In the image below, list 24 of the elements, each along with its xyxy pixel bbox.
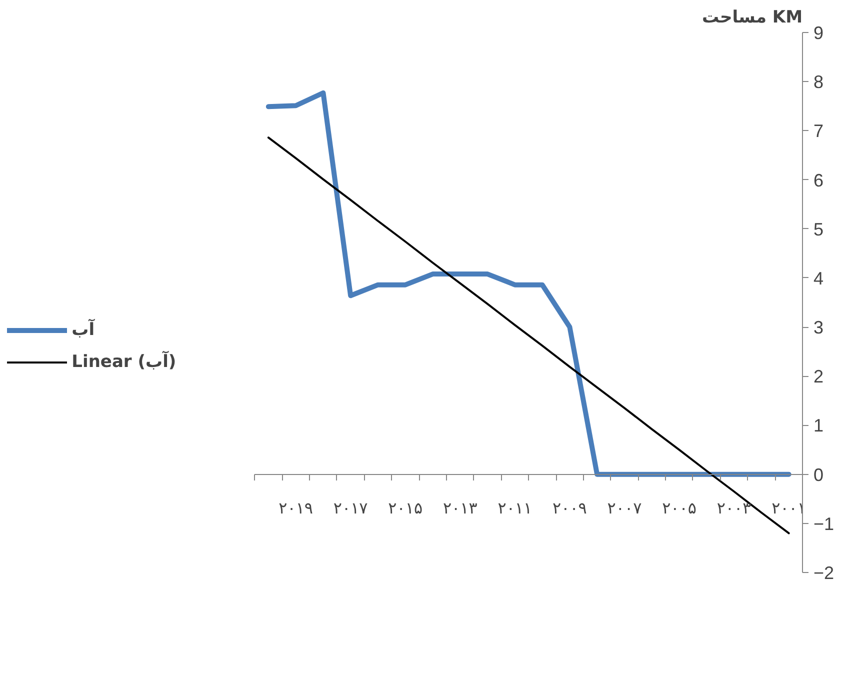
x-tick-label: ۲۰۱۳ [442,498,478,518]
x-tick-label: ۲۰۱۱ [498,498,532,518]
y-tick-label: 5 [814,219,824,240]
x-tick-label: ۲۰۰۹ [552,498,587,518]
y-tick-label: −2 [814,563,834,583]
y-tick-label: 6 [814,170,824,190]
y-tick-label: 2 [814,366,824,387]
y-tick-label: 4 [814,268,824,288]
y-tick-label: −1 [814,514,834,534]
y-tick-label: 9 [814,23,824,43]
x-tick-label: ۲۰۱۹ [278,498,314,518]
x-tick-label: ۲۰۰۳ [716,498,752,518]
y-tick-label: 1 [814,416,824,436]
x-tick-label: ۲۰۱۷ [333,498,368,518]
y-tick-label: 3 [814,318,824,338]
legend-label: Linear (آب) [72,352,176,372]
legend-label: آب [72,320,95,340]
y-axis-title: مساحت KM [702,8,803,28]
y-tick-label: 7 [814,121,824,142]
y-tick-label: 8 [814,72,824,92]
x-tick-label: ۲۰۱۵ [388,498,423,518]
x-tick-label: ۲۰۰۵ [662,498,696,518]
y-tick-label: 0 [814,464,824,485]
x-tick-label: ۲۰۰۷ [607,498,642,518]
